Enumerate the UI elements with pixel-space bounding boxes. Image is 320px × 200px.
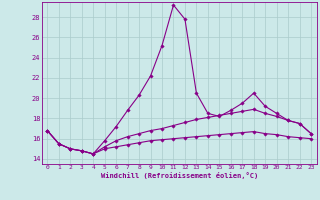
X-axis label: Windchill (Refroidissement éolien,°C): Windchill (Refroidissement éolien,°C) [100,172,258,179]
